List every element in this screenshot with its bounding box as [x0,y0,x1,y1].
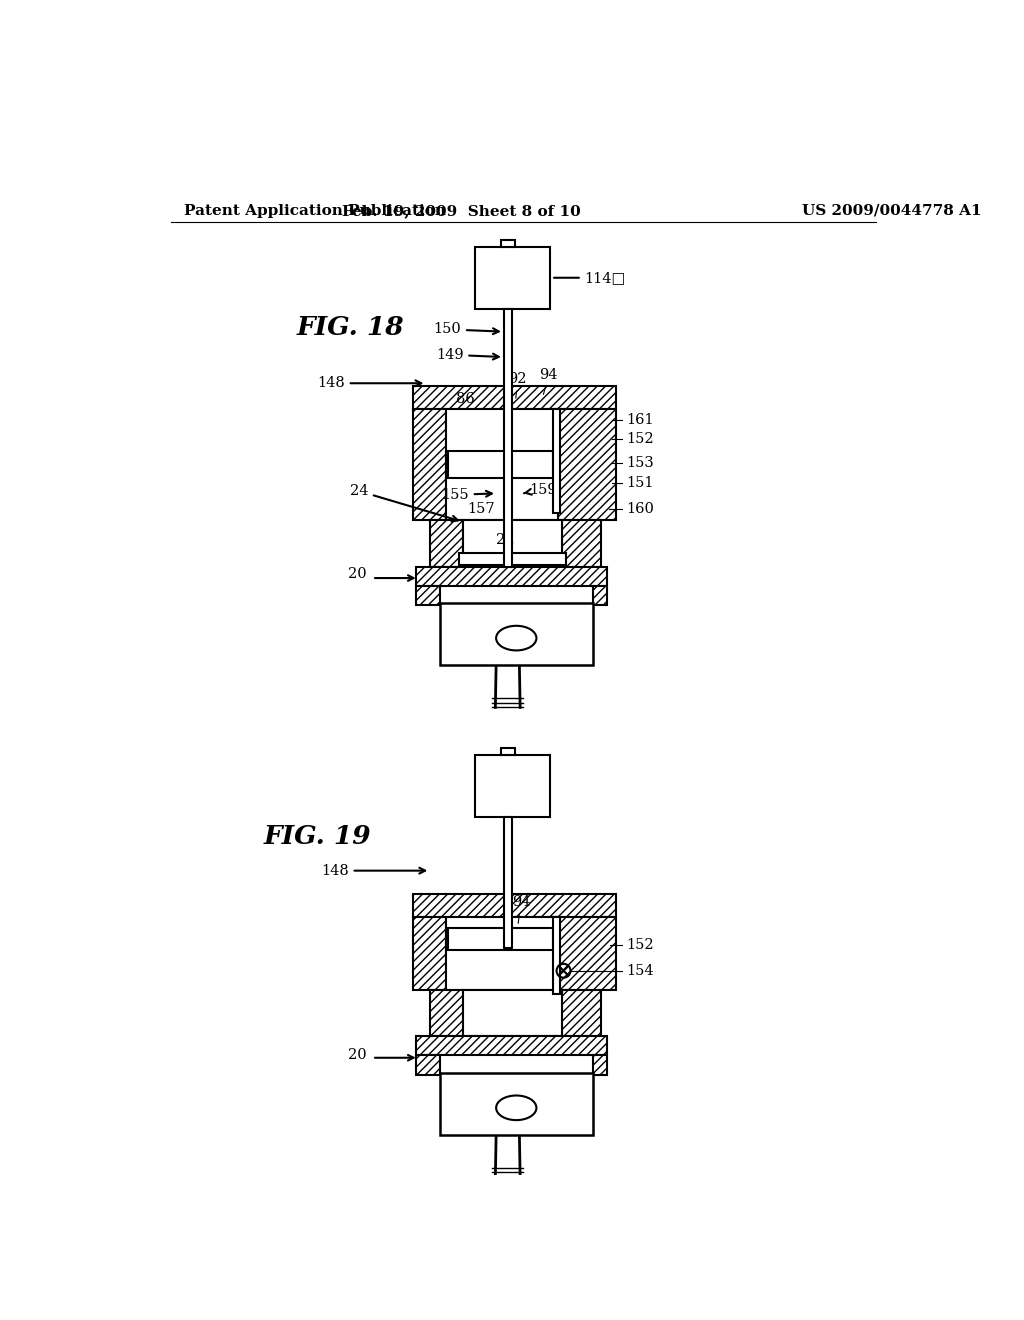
Text: 92: 92 [509,371,527,399]
Text: 20: 20 [348,568,367,581]
Bar [414,894,616,917]
Text: 157: 157 [467,502,495,516]
Text: 24: 24 [350,484,458,521]
Bar [417,1036,607,1056]
Bar [414,917,445,990]
Text: 114□: 114□ [554,271,626,285]
Text: 20: 20 [348,1048,367,1063]
Ellipse shape [496,1096,537,1121]
Bar [430,520,463,566]
Text: 149: 149 [436,347,499,362]
Bar [562,990,601,1036]
Bar [463,520,562,566]
Bar [501,240,515,247]
Bar [558,409,616,520]
Text: 161: 161 [627,413,654,428]
Bar [475,755,550,817]
Text: 94: 94 [512,895,530,923]
Bar [459,553,566,565]
Text: 154: 154 [627,964,654,978]
Text: Patent Application Publication: Patent Application Publication [183,203,445,218]
Bar [463,990,562,1036]
Bar [414,385,616,409]
Bar [449,451,553,478]
Text: 160: 160 [627,502,654,516]
Text: Feb. 19, 2009  Sheet 8 of 10: Feb. 19, 2009 Sheet 8 of 10 [342,203,581,218]
Bar [593,1056,607,1074]
Bar [445,409,558,520]
Text: 94: 94 [540,368,558,395]
Bar [553,917,560,994]
Text: 152: 152 [627,939,654,952]
Bar [562,520,601,566]
Text: 148: 148 [322,863,425,878]
Bar [553,409,560,512]
Bar [504,309,512,566]
Bar [449,928,553,950]
Text: US 2009/0044778 A1: US 2009/0044778 A1 [802,203,982,218]
Bar [439,603,593,665]
Bar [558,917,616,990]
Bar [593,586,607,605]
Text: 151: 151 [627,477,654,490]
Text: 153: 153 [627,455,654,470]
Bar [501,748,515,755]
Bar [417,586,439,605]
Text: 155: 155 [441,488,492,502]
Text: 148: 148 [317,376,421,391]
Bar [417,566,607,586]
Bar [430,990,463,1036]
Ellipse shape [496,626,537,651]
Text: 152: 152 [627,432,654,446]
Text: 22: 22 [497,532,515,546]
Bar [417,1056,439,1074]
Bar [439,1073,593,1135]
Bar [445,917,558,990]
Text: FIG. 18: FIG. 18 [297,315,404,341]
Bar [414,409,445,520]
Bar [504,817,512,948]
Text: 150: 150 [433,322,499,337]
Text: 86: 86 [456,392,474,405]
Bar [475,247,550,309]
Text: 159: 159 [524,483,557,496]
Text: FIG. 19: FIG. 19 [263,824,372,849]
